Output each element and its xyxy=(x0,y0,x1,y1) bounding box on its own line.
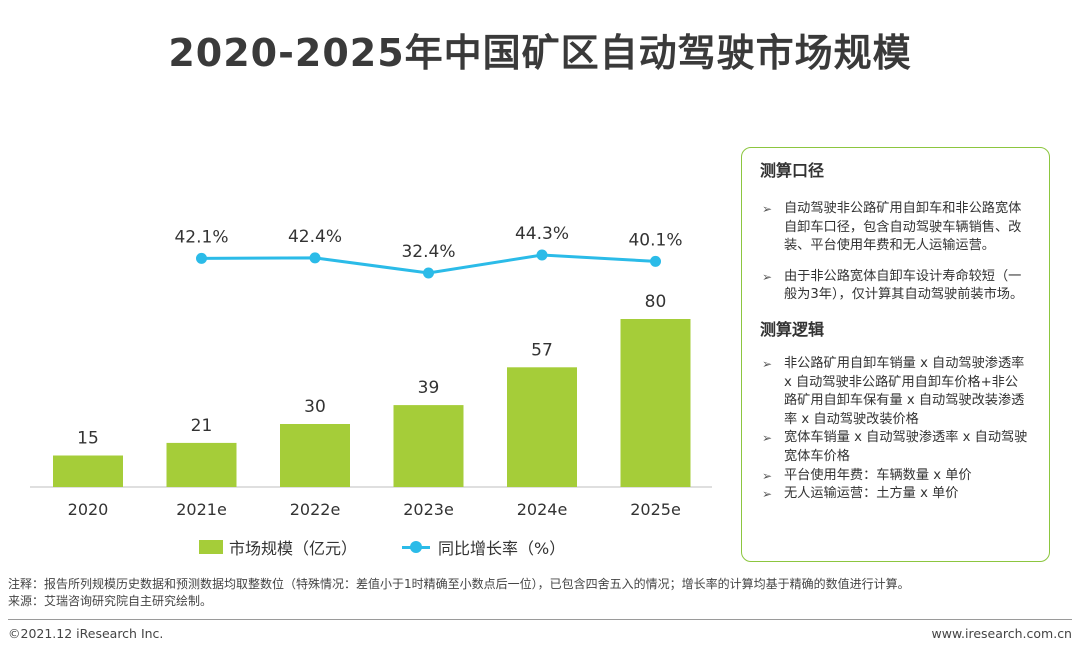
arrow-bullet-icon: ➢ xyxy=(762,269,773,284)
bar-value-label: 30 xyxy=(304,397,326,417)
logic-heading: 测算逻辑 xyxy=(760,319,825,339)
arrow-bullet-icon: ➢ xyxy=(762,356,773,371)
logic-item: ➢ 平台使用年费：车辆数量 x 单价 xyxy=(760,467,1031,486)
legend-line-swatch xyxy=(402,540,430,554)
arrow-bullet-icon: ➢ xyxy=(762,431,773,446)
bar xyxy=(507,367,577,487)
legend-growth-rate-label: 同比增长率（%） xyxy=(438,539,566,558)
x-tick-label: 2023e xyxy=(403,500,454,519)
x-tick-label: 2020 xyxy=(68,500,109,519)
market-size-chart: 15 2020 21 2021e 30 2022e 39 2023e 57 2024e 80 2025… xyxy=(30,224,712,519)
source-note: 来源：艾瑞咨询研究院自主研究绘制。 xyxy=(8,594,213,608)
x-tick-label: 2025e xyxy=(630,500,681,519)
bar-value-label: 39 xyxy=(418,378,440,398)
arrow-bullet-icon: ➢ xyxy=(762,202,773,216)
copyright: ©2021.12 iResearch Inc. xyxy=(8,626,164,641)
bar xyxy=(166,442,237,487)
scope-item: ➢ 由于非公路宽体自卸车设计寿命较短（一般为3年），仅计算其自动驾驶前装市场。 xyxy=(762,268,1024,303)
growth-rate-point xyxy=(650,255,661,267)
arrow-bullet-icon: ➢ xyxy=(762,468,773,483)
growth-rate-label: 40.1% xyxy=(628,230,682,250)
bar xyxy=(280,424,350,487)
growth-rate-label: 44.3% xyxy=(515,224,569,244)
x-tick-label: 2021e xyxy=(176,500,227,519)
website-url: www.iresearch.com.cn xyxy=(931,626,1073,641)
bar-value-label: 57 xyxy=(531,340,553,360)
growth-rate-point xyxy=(196,252,207,264)
growth-rate-point xyxy=(309,252,321,264)
scope-list: ➢ 自动驾驶非公路矿用自卸车和非公路宽体自卸车口径，包含自动驾驶车辆销售、改装、平… xyxy=(760,200,1031,305)
bar xyxy=(53,455,123,487)
legend-market-size-label: 市场规模（亿元） xyxy=(229,539,358,558)
scope-heading: 测算口径 xyxy=(760,161,825,180)
footer-divider xyxy=(8,619,1072,620)
x-tick-label: 2022e xyxy=(290,500,341,519)
bar-value-label: 21 xyxy=(191,416,213,436)
growth-rate-label: 42.4% xyxy=(288,227,342,247)
growth-rate-label: 42.1% xyxy=(174,227,228,247)
growth-rate-point xyxy=(423,267,434,279)
footnote: 注释：报告所列规模历史数据和预测数据均取整数位（特殊情况：差值小于1时精确至小数… xyxy=(8,577,910,591)
scope-item: ➢ 自动驾驶非公路矿用自卸车和非公路宽体自卸车口径，包含自动驾驶车辆销售、改装、平… xyxy=(762,201,1022,254)
growth-rate-point xyxy=(536,249,548,261)
bar-value-label: 15 xyxy=(77,429,99,449)
bar xyxy=(393,405,464,487)
bar xyxy=(620,319,691,487)
logic-item: ➢ 宽体车销量 x 自动驾驶渗透率 x 自动驾驶宽体车价格 xyxy=(762,430,1028,464)
legend-market-size: 市场规模（亿元） xyxy=(199,537,358,558)
logic-item: ➢ 无人运输运营：土方量 x 单价 xyxy=(760,485,1031,504)
methodology-box: 测算口径 ➢ 自动驾驶非公路矿用自卸车和非公路宽体自卸车口径，包含自动驾驶车辆销售… xyxy=(741,147,1050,562)
legend-growth-rate: 同比增长率（%） xyxy=(402,537,566,558)
growth-rate-label: 32.4% xyxy=(401,242,455,262)
logic-item: ➢ 非公路矿用自卸车销量 x 自动驾驶渗透率 x 自动驾驶非公路矿用自卸车价格+非… xyxy=(762,355,1025,427)
bar-value-label: 80 xyxy=(645,292,667,312)
legend-bar-swatch xyxy=(199,540,223,554)
arrow-bullet-icon: ➢ xyxy=(762,487,773,502)
x-tick-label: 2024e xyxy=(517,500,568,519)
logic-list: ➢ 非公路矿用自卸车销量 x 自动驾驶渗透率 x 自动驾驶非公路矿用自卸车价格+非… xyxy=(760,355,1031,504)
page-title: 2020-2025年中国矿区自动驾驶市场规模 xyxy=(168,31,912,75)
